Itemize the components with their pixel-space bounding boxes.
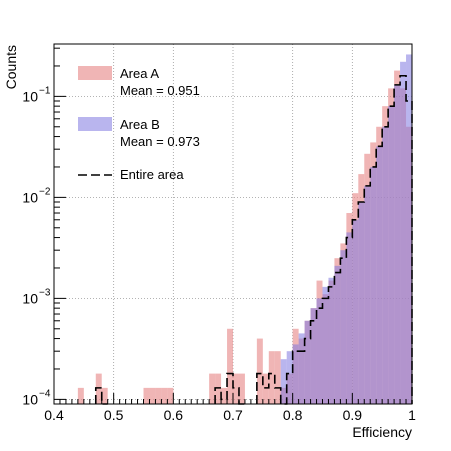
bar-area-b: [382, 126, 389, 404]
bar-area-b: [322, 286, 329, 404]
bar-area-b: [280, 359, 287, 404]
y-tick-label: 10: [22, 391, 38, 407]
bar-area-b: [340, 250, 347, 404]
bar-area-a: [227, 328, 233, 404]
x-tick-label: 1: [408, 407, 416, 423]
y-tick-exponent: −1: [39, 85, 51, 96]
legend-swatch-area-a: [78, 66, 112, 80]
y-tick-label: 10: [22, 88, 38, 104]
bar-area-a: [215, 373, 222, 404]
bar-area-b: [376, 146, 383, 404]
bar-area-b: [364, 185, 371, 404]
bar-area-a: [256, 338, 263, 404]
bar-area-a: [149, 387, 156, 404]
bar-area-b: [394, 84, 401, 404]
bar-area-b: [346, 232, 353, 404]
series-area-b: [280, 54, 412, 404]
legend-label-area-a: Area A: [120, 66, 159, 81]
bar-area-b: [406, 54, 412, 404]
y-tick-label: 10: [22, 189, 38, 205]
bar-area-a: [77, 387, 84, 404]
bar-area-b: [334, 265, 341, 404]
bar-area-a: [101, 387, 108, 404]
x-tick-label: 0.5: [104, 407, 124, 423]
x-axis-title: Efficiency: [352, 424, 412, 440]
x-tick-label: 0.6: [164, 407, 184, 423]
series-layer: [77, 54, 413, 405]
bar-area-a: [233, 373, 239, 404]
bar-area-a: [274, 351, 281, 404]
bar-area-a: [221, 387, 228, 404]
legend-label-entire-area: Entire area: [120, 167, 184, 182]
bar-area-a: [167, 387, 174, 404]
bar-area-b: [286, 351, 293, 404]
bar-area-b: [400, 61, 407, 404]
bar-area-b: [292, 344, 299, 404]
y-tick-label: 10: [22, 290, 38, 306]
x-tick-label: 0.8: [283, 407, 303, 423]
bar-area-b: [316, 298, 323, 404]
legend-label-area-b: Area B: [120, 117, 160, 132]
legend-mean-area-b: Mean = 0.973: [120, 134, 200, 149]
legend-mean-area-a: Mean = 0.951: [120, 83, 200, 98]
bar-area-a: [268, 351, 275, 404]
tick-marks: [53, 47, 413, 405]
bar-area-b: [388, 106, 395, 404]
bar-area-b: [370, 166, 377, 404]
x-tick-label: 0.7: [223, 407, 243, 423]
bar-area-a: [209, 373, 216, 404]
x-tick-label: 0.9: [343, 407, 363, 423]
step-entire-area: [214, 372, 245, 405]
bar-area-a: [143, 387, 150, 404]
legend: Area A Mean = 0.951 Area B Mean = 0.973 …: [78, 66, 200, 182]
bar-area-b: [298, 333, 305, 404]
bar-area-a: [155, 387, 162, 404]
bar-area-b: [310, 308, 317, 404]
bar-area-b: [358, 201, 365, 404]
bar-area-a: [238, 373, 245, 404]
bar-area-a: [161, 387, 168, 404]
y-axis-title: Counts: [3, 45, 19, 89]
x-tick-label: 0.4: [44, 407, 64, 423]
step-entire-area: [256, 74, 413, 405]
y-tick-exponent: −2: [39, 186, 51, 197]
bar-area-b: [328, 277, 335, 404]
bar-area-b: [352, 219, 359, 404]
bar-area-a: [262, 373, 269, 404]
bar-area-a: [95, 373, 102, 404]
bar-area-b: [304, 320, 311, 404]
y-tick-exponent: −3: [39, 287, 51, 298]
y-tick-exponent: −4: [39, 388, 51, 399]
legend-swatch-area-b: [78, 117, 112, 131]
tick-labels: 0.4 0.5 0.6 0.7 0.8 0.9 110−410−310−210−1: [22, 85, 416, 423]
